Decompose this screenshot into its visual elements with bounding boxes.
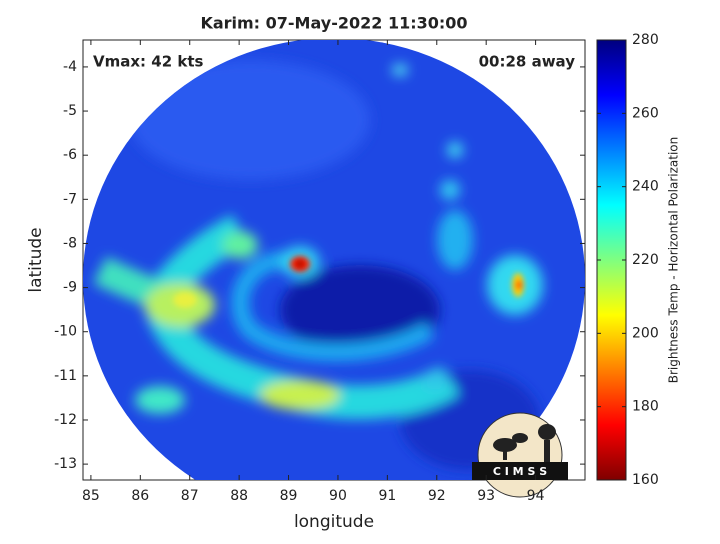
colorbar-tick-label: 160 xyxy=(632,472,659,488)
colorbar-tick-label: 220 xyxy=(632,252,659,268)
colorbar-tick-label: 200 xyxy=(632,325,659,341)
x-tick-label: 86 xyxy=(131,488,149,504)
colorbar-tick-label: 280 xyxy=(632,32,659,48)
y-tick-label: -10 xyxy=(54,324,77,340)
y-tick-label: -7 xyxy=(63,191,77,207)
swath-image xyxy=(83,40,585,480)
x-tick-label: 93 xyxy=(477,488,495,504)
y-tick-label: -6 xyxy=(63,147,77,163)
colorbar xyxy=(596,39,627,481)
x-tick-label: 88 xyxy=(230,488,248,504)
x-tick-label: 92 xyxy=(428,488,446,504)
logo-text: C I M S S xyxy=(493,465,547,478)
title: Karim: 07-May-2022 11:30:00 xyxy=(200,14,467,33)
y-tick-label: -8 xyxy=(63,235,77,251)
x-tick-label: 85 xyxy=(82,488,100,504)
vmax-annotation: Vmax: 42 kts xyxy=(93,53,203,71)
x-tick-label: 90 xyxy=(329,488,347,504)
y-tick-label: -11 xyxy=(54,368,77,384)
y-axis-label: latitude xyxy=(26,227,46,292)
x-tick-label: 94 xyxy=(527,488,545,504)
x-tick-label: 89 xyxy=(280,488,298,504)
y-tick-label: -4 xyxy=(63,59,77,75)
colorbar-tick-label: 240 xyxy=(632,179,659,195)
x-tick-label: 91 xyxy=(378,488,396,504)
colorbar-tick-label: 180 xyxy=(632,399,659,415)
x-axis-label: longitude xyxy=(294,512,374,532)
colorbar-label: Brightness Temp - Horizontal Polarizatio… xyxy=(667,137,681,384)
y-tick-label: -13 xyxy=(54,456,77,472)
time-annotation: 00:28 away xyxy=(479,53,576,71)
y-tick-label: -12 xyxy=(54,412,77,428)
colorbar-tick-label: 260 xyxy=(632,105,659,121)
y-tick-label: -5 xyxy=(63,103,77,119)
cimss-logo: C I M S S xyxy=(472,412,568,498)
y-tick-label: -9 xyxy=(63,280,77,296)
x-tick-label: 87 xyxy=(181,488,199,504)
